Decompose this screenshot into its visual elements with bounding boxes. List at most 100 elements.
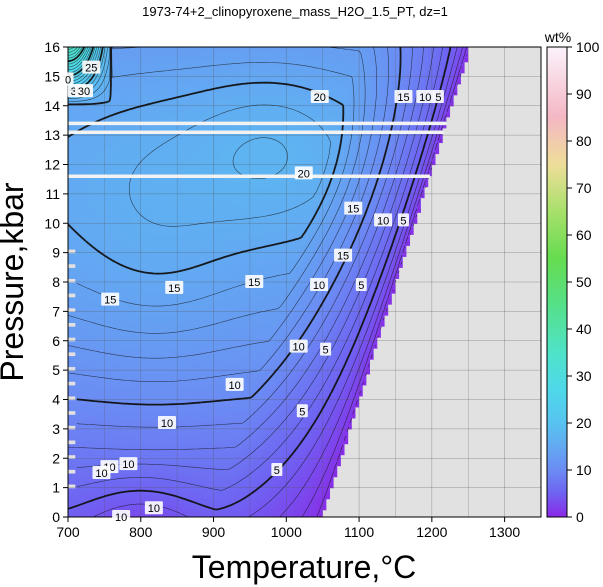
contour-label-bg (355, 277, 367, 291)
contour-label-text: 10 (161, 418, 173, 430)
contour-label: 15 (245, 275, 264, 289)
contour-label-text: 10 (313, 280, 325, 292)
contour-line-31 (68, 47, 83, 59)
contour-label-text: 15 (168, 283, 180, 295)
contour-line-1 (316, 54, 468, 517)
contour-label-text: 5 (274, 465, 280, 477)
contour-label: 15 (394, 89, 413, 104)
colorbar-tick-label: 0 (576, 509, 584, 525)
contour-label-text: 20 (298, 168, 310, 180)
contour-line-13 (68, 47, 366, 334)
contour-label: 10 (289, 339, 308, 354)
x-tick-label: 1200 (416, 524, 447, 540)
contour-label: 10 (374, 213, 393, 227)
contour-label-bg (119, 457, 138, 471)
contour-label: 15 (334, 248, 353, 263)
contour-label-bg (289, 339, 308, 353)
contour-label-bg (374, 213, 393, 227)
contour-label-text: 0 (65, 74, 71, 86)
x-tick-label: 1300 (489, 524, 520, 540)
contour-label-text: 10 (419, 92, 431, 104)
contour-label-bg (271, 463, 283, 476)
contour-label-bg (310, 89, 329, 103)
contour-line-32 (68, 47, 81, 56)
y-tick-label: 7 (52, 303, 60, 319)
colorbar-tick-label: 30 (576, 368, 592, 384)
contour-line-30 (68, 47, 86, 63)
contour-label-bg (320, 342, 332, 356)
contour-label-text: 5 (323, 345, 329, 357)
contour-label-bg (62, 72, 74, 86)
contour-label: 30 (75, 84, 94, 98)
contour-label: 10 (310, 277, 329, 292)
contour-label-text: 5 (400, 215, 406, 227)
colorbar-ramp (546, 46, 568, 518)
plot-area (68, 47, 541, 517)
contour-label-text: 10 (115, 512, 127, 524)
colorbar-tick-label: 80 (576, 133, 592, 149)
contour-label-text: 10 (122, 459, 134, 471)
y-tick-label: 2 (52, 450, 60, 466)
contour-label: 10 (416, 89, 435, 104)
contour-label: 5 (355, 277, 367, 292)
contour-label: 10 (112, 510, 131, 524)
contour-label-text: 10 (293, 342, 305, 354)
contour-label-bg (394, 89, 413, 103)
contour-label-text: 5 (299, 406, 305, 418)
contour-label-text: 20 (314, 92, 326, 104)
colorbar-tick-label: 10 (576, 462, 592, 478)
contour-label: 10 (225, 377, 244, 392)
contour-label: 20 (294, 166, 313, 180)
y-tick-label: 5 (52, 362, 60, 378)
contour-label: 15 (165, 280, 184, 295)
y-tick-label: 12 (44, 157, 60, 173)
contour-label-bg (416, 89, 435, 103)
contour-label-text: 10 (95, 468, 107, 480)
contour-line-27 (68, 47, 91, 71)
y-tick-label: 3 (52, 421, 60, 437)
contour-label-text: 15 (337, 251, 349, 263)
contour-label-text: 15 (248, 277, 260, 289)
contour-label: 10 (119, 457, 138, 471)
contour-label-text: 10 (377, 215, 389, 227)
y-tick-label: 15 (44, 68, 60, 84)
contour-label-bg (165, 280, 184, 294)
colorbar-tick-label: 50 (576, 274, 592, 290)
contour-label-text: 15 (397, 92, 409, 104)
contour-line-28 (68, 47, 89, 68)
x-tick-label: 1100 (344, 524, 374, 540)
contour-label-bg (75, 84, 94, 98)
contour-label-bg (432, 89, 444, 103)
contour-line-9 (76, 47, 413, 428)
contour-label-text: 15 (347, 204, 359, 216)
contour-label-bg (397, 213, 409, 227)
colorbar-tick-label: 20 (576, 415, 592, 431)
contour-label: 5 (432, 89, 444, 104)
contour-label-bg (225, 377, 244, 391)
x-axis-label: Temperature,°C (192, 549, 416, 585)
contour-line-12 (68, 47, 377, 359)
chart-title: 1973-74+2_clinopyroxene_mass_H2O_1.5_PT,… (142, 4, 448, 19)
y-tick-label: 6 (52, 333, 60, 349)
contour-label-text: 15 (104, 295, 116, 307)
contour-label-bg (334, 248, 353, 262)
contour-label-bg (296, 404, 308, 418)
contour-label-bg (112, 510, 131, 523)
contour-label: 15 (344, 201, 363, 216)
contour-label-text: 30 (78, 86, 90, 98)
contour-label-text: 5 (435, 92, 441, 104)
contour-label: 15 (101, 292, 120, 307)
colorbar-tick-label: 40 (576, 321, 592, 337)
contour-label-bg (245, 275, 264, 288)
contour-label: 10 (144, 501, 163, 515)
y-tick-label: 11 (45, 186, 60, 202)
y-tick-label: 9 (52, 245, 60, 261)
colorbar-tick-label: 70 (576, 180, 592, 196)
contour-line-29 (68, 47, 87, 65)
x-tick-label: 700 (56, 524, 80, 540)
y-tick-label: 4 (52, 392, 60, 408)
contour-label-bg (157, 416, 176, 429)
contour-label-bg (294, 166, 313, 180)
contour-label-text: 25 (85, 63, 97, 75)
y-tick-label: 16 (44, 39, 60, 55)
